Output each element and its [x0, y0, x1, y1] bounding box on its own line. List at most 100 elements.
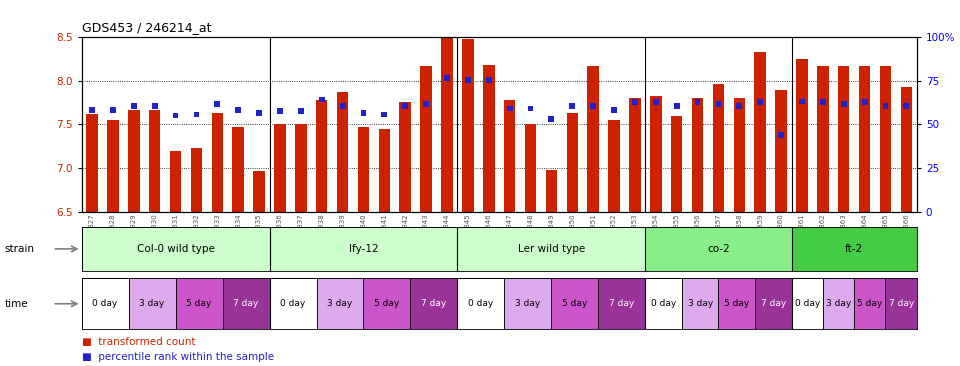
- Bar: [149, 109, 160, 212]
- Text: 3 day: 3 day: [327, 299, 352, 308]
- Text: 7 day: 7 day: [760, 299, 786, 308]
- Text: Col-0 wild type: Col-0 wild type: [136, 244, 214, 254]
- Bar: [733, 98, 745, 212]
- Text: ft-2: ft-2: [845, 244, 863, 254]
- Bar: [319, 97, 324, 102]
- Bar: [253, 171, 265, 212]
- Text: strain: strain: [5, 244, 35, 254]
- Bar: [504, 100, 516, 212]
- Bar: [854, 278, 885, 329]
- Text: Ler wild type: Ler wild type: [517, 244, 585, 254]
- Bar: [796, 59, 807, 212]
- Bar: [545, 170, 557, 212]
- Text: 5 day: 5 day: [374, 299, 399, 308]
- Bar: [173, 113, 179, 118]
- Bar: [671, 116, 683, 212]
- Bar: [214, 101, 220, 107]
- Bar: [270, 227, 457, 271]
- Bar: [457, 227, 645, 271]
- Text: 0 day: 0 day: [92, 299, 118, 308]
- Bar: [692, 98, 704, 212]
- Bar: [645, 227, 791, 271]
- Bar: [900, 87, 912, 212]
- Bar: [507, 105, 513, 111]
- Text: 5 day: 5 day: [563, 299, 588, 308]
- Bar: [799, 98, 804, 104]
- Bar: [757, 100, 763, 105]
- Bar: [823, 278, 854, 329]
- Bar: [718, 278, 755, 329]
- Bar: [862, 100, 868, 105]
- Bar: [674, 103, 680, 109]
- Bar: [903, 103, 909, 109]
- Bar: [525, 124, 537, 212]
- Bar: [682, 278, 718, 329]
- Text: 0 day: 0 day: [795, 299, 820, 308]
- Bar: [457, 278, 504, 329]
- Text: 0 day: 0 day: [468, 299, 493, 308]
- Bar: [89, 107, 95, 113]
- Bar: [465, 78, 470, 83]
- Bar: [712, 84, 724, 212]
- Bar: [399, 102, 411, 212]
- Bar: [791, 227, 917, 271]
- Text: 3 day: 3 day: [687, 299, 712, 308]
- Bar: [340, 103, 346, 109]
- Bar: [358, 127, 370, 212]
- Bar: [423, 101, 429, 107]
- Bar: [364, 278, 411, 329]
- Bar: [110, 107, 116, 113]
- Bar: [232, 127, 244, 212]
- Bar: [838, 66, 850, 212]
- Bar: [337, 92, 348, 212]
- Text: lfy-12: lfy-12: [348, 244, 378, 254]
- Bar: [128, 109, 139, 212]
- Text: co-2: co-2: [708, 244, 730, 254]
- Bar: [194, 112, 200, 117]
- Bar: [695, 100, 701, 105]
- Bar: [402, 103, 408, 109]
- Bar: [298, 108, 303, 114]
- Bar: [885, 278, 917, 329]
- Text: ■  transformed count: ■ transformed count: [82, 337, 195, 347]
- Bar: [841, 101, 847, 107]
- Text: ■  percentile rank within the sample: ■ percentile rank within the sample: [82, 352, 274, 362]
- Text: 7 day: 7 day: [889, 299, 914, 308]
- Text: 0 day: 0 day: [651, 299, 676, 308]
- Text: 5 day: 5 day: [186, 299, 211, 308]
- Bar: [859, 66, 871, 212]
- Bar: [131, 103, 136, 109]
- Bar: [609, 120, 620, 212]
- Bar: [569, 103, 575, 109]
- Bar: [108, 120, 119, 212]
- Bar: [316, 100, 327, 212]
- Bar: [170, 151, 181, 212]
- Bar: [277, 108, 283, 114]
- Bar: [152, 103, 157, 109]
- Bar: [86, 114, 98, 212]
- Bar: [590, 103, 596, 109]
- Bar: [275, 124, 286, 212]
- Bar: [736, 103, 742, 109]
- Bar: [566, 113, 578, 212]
- Bar: [882, 103, 888, 109]
- Bar: [528, 105, 534, 111]
- Bar: [317, 278, 364, 329]
- Bar: [715, 101, 721, 107]
- Bar: [82, 278, 129, 329]
- Text: 3 day: 3 day: [139, 299, 165, 308]
- Text: 0 day: 0 day: [280, 299, 305, 308]
- Bar: [442, 37, 453, 212]
- Bar: [462, 39, 473, 212]
- Bar: [612, 107, 617, 113]
- Bar: [82, 227, 270, 271]
- Bar: [755, 52, 766, 212]
- Bar: [211, 113, 223, 212]
- Text: 3 day: 3 day: [826, 299, 852, 308]
- Bar: [629, 98, 640, 212]
- Bar: [444, 75, 450, 81]
- Text: 5 day: 5 day: [724, 299, 750, 308]
- Bar: [588, 67, 599, 212]
- Bar: [223, 278, 270, 329]
- Bar: [486, 78, 492, 83]
